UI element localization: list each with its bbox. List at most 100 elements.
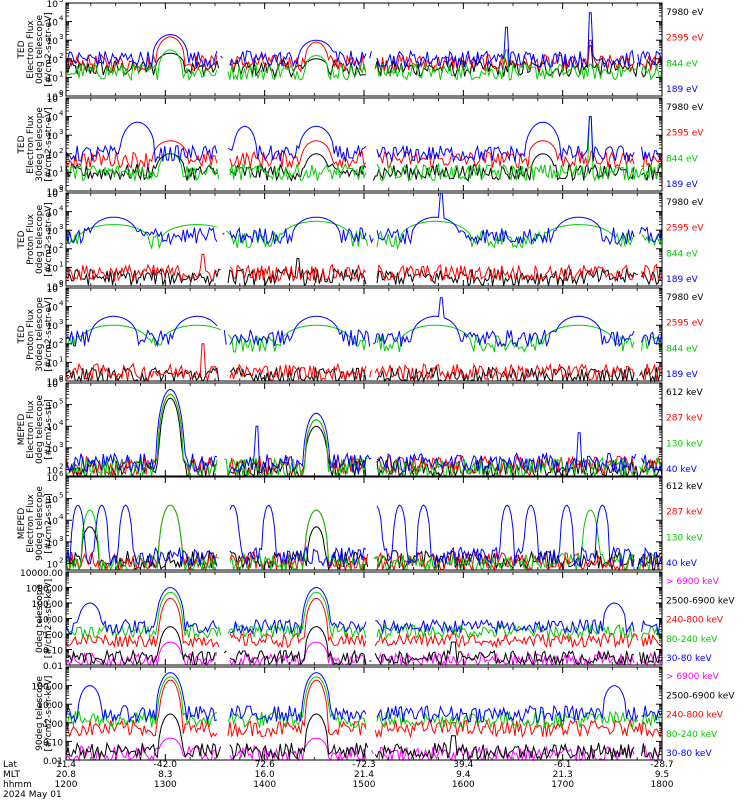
y-axis-label-line: Electron Flux [26,20,36,79]
series-trace [65,393,663,478]
y-tick-exponent: 4 [59,110,64,118]
legend-entry: 2500-6900 keV [666,596,735,606]
series-1 [65,641,663,667]
series-4 [65,591,663,640]
x-tick-label: -6.1 [554,760,572,770]
x-tick-label: -42.0 [154,760,178,770]
series-3 [65,220,663,251]
series-trace [65,672,663,724]
y-tick-label: 10 [47,445,59,455]
date-label: 2024 May 01 [3,790,62,800]
legend-entry: 240-800 keV [666,616,724,626]
y-tick-label: 100.00 [32,600,64,610]
y-tick-exponent: 2 [59,147,63,155]
series-trace [65,192,663,246]
y-axis-label-line: 30deg telescope [35,297,45,372]
y-tick-exponent: 4 [59,513,64,521]
y-tick-exponent: 4 [59,15,64,23]
y-tick-exponent: 5 [59,186,63,194]
series-trace [65,737,663,762]
panel-frame [65,287,663,382]
series-5 [65,672,663,724]
legend-entry: 844 eV [666,154,699,164]
series-3 [65,679,663,739]
y-tick-label: 10 [47,517,59,527]
series-trace [65,153,663,182]
legend-entry: > 6900 keV [666,672,720,682]
y-tick-label: 10 [47,496,59,506]
y-tick-exponent: 6 [59,470,64,478]
x-tick-label: 39.4 [453,760,473,770]
series-2 [65,253,663,283]
x-tick-label: 21.4 [354,770,374,780]
y-axis-label-line: 0deg telescope [35,15,45,85]
y-tick-label: 0.01 [43,662,63,672]
y-axis-label-line: Electron Flux [26,400,36,459]
x-tick-label: 1200 [55,780,78,790]
y-tick-label: 1.00 [43,631,63,641]
y-tick-label: 10 [47,380,59,390]
y-axis-label-line: Proton Flux [26,309,36,360]
series-4 [65,192,663,246]
y-tick-label: 1.00 [43,720,63,730]
series-1 [65,153,663,182]
series-trace [65,679,663,739]
panel-7: 0.010.101.0010.00100.001000.0010000.000d… [20,569,735,672]
legend-entry: 844 eV [666,249,699,259]
series-trace [65,258,663,288]
series-3 [65,504,662,572]
y-axis-label-line: [#/cm2-s-str-keV] [44,579,54,658]
y-tick-exponent: 3 [59,535,63,543]
y-tick-label: 10 [47,466,59,476]
y-tick-label: 10 [47,114,59,124]
y-tick-label: 10 [47,209,59,219]
y-tick-label: 10 [47,322,59,332]
x-tick-label: 1600 [452,780,475,790]
y-tick-label: 10 [47,341,59,351]
legend-entry: 130 keV [666,533,703,543]
series-2 [65,140,663,169]
panel-frame [65,666,663,761]
y-tick-label: 10000.00 [20,569,63,579]
series-3 [65,324,663,353]
y-tick-exponent: 1 [59,165,63,173]
legend-entry: 40 keV [666,465,698,475]
y-tick-exponent: 0 [59,279,63,287]
y-tick-label: 0.10 [43,647,63,657]
y-axis-label-line: [#/cm2-s-str] [44,493,54,553]
y-axis-label-line: TED [17,40,27,59]
y-axis-label: 0deg telescope[#/cm2-s-str-keV] [35,579,54,658]
y-axis-label-line: [#/cm2-s-str-eV] [44,297,54,372]
y-tick-exponent: 0 [59,89,63,97]
series-trace [65,713,663,761]
y-axis-label: TEDProton Flux30deg telescope[#/cm2-s-st… [17,297,54,372]
series-3 [65,597,663,649]
series-trace [65,504,663,568]
x-tick-label: 21.3 [553,770,573,780]
legend-entry: 7980 eV [666,8,704,18]
y-axis-label-line: [#/cm2-s-str] [44,399,54,459]
y-tick-label: 100.00 [32,683,64,693]
y-tick-exponent: 6 [59,376,64,384]
y-tick-label: 0.10 [43,738,63,748]
y-axis-label-line: Proton Flux [26,214,36,265]
y-tick-exponent: 4 [59,300,64,308]
y-tick-label: 1000.00 [26,585,63,595]
series-5 [65,586,663,636]
series-1 [65,737,663,762]
series-4 [65,388,663,474]
y-tick-label: 10 [47,285,59,295]
y-tick-label: 10 [47,151,59,161]
y-tick-exponent: 2 [59,556,63,564]
series-trace [65,591,663,640]
series-trace [65,36,663,73]
x-tick-label: 1400 [253,780,276,790]
y-axis-label-line: TED [17,135,27,154]
y-tick-label: 10 [47,190,59,200]
legend-entry: 30-80 keV [666,654,712,664]
